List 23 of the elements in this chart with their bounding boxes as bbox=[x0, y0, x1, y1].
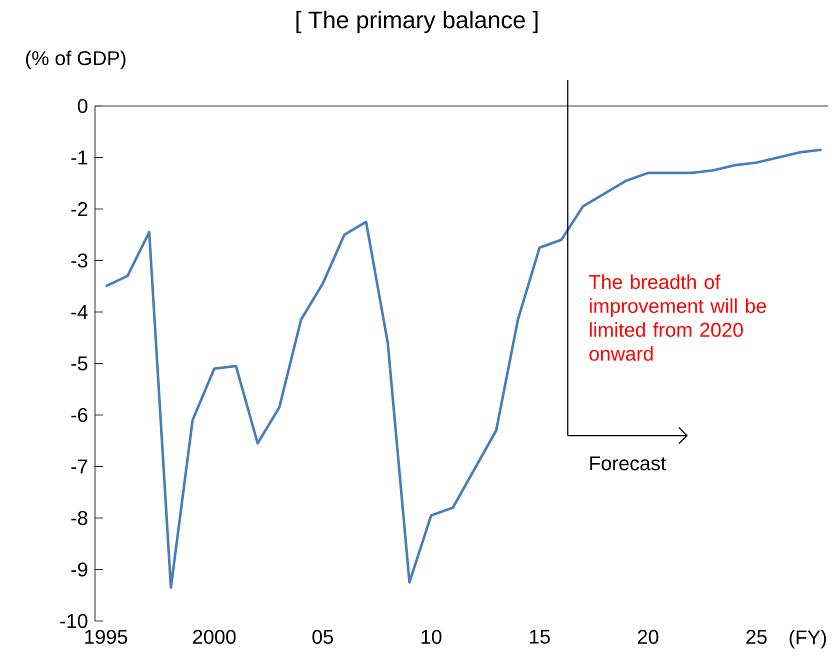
x-tick-label: 10 bbox=[422, 630, 442, 644]
y-tick-label: -1 bbox=[71, 150, 88, 164]
y-tick-label: -5 bbox=[71, 356, 88, 370]
y-tick-label: -7 bbox=[71, 460, 88, 474]
legend-label: Forecast bbox=[590, 456, 666, 470]
x-tick-label: 05 bbox=[312, 630, 333, 644]
annotation: The breadth of improvement will be limited from 2020 onward bbox=[589, 274, 766, 361]
y-tick-label: -9 bbox=[71, 562, 88, 577]
chart-title: [ The primary balance ] bbox=[296, 10, 538, 34]
y-tick-label: -3 bbox=[71, 253, 88, 268]
y-tick-label: -8 bbox=[71, 510, 88, 526]
x-tick-label: 20 bbox=[638, 630, 658, 644]
x-tick-label: 1995 bbox=[85, 630, 128, 644]
y-tick-label: -6 bbox=[71, 408, 88, 422]
x-axis-title: (FY) bbox=[790, 630, 826, 648]
y-tick-label: -10 bbox=[60, 614, 88, 628]
y-axis-title: (% of GDP) bbox=[26, 50, 126, 70]
x-tick-label: 25 bbox=[746, 630, 767, 644]
x-tick-label: 2000 bbox=[193, 630, 236, 644]
y-tick-label: 0 bbox=[78, 98, 88, 114]
y-tick-label: -2 bbox=[71, 202, 88, 216]
y-tick-label: -4 bbox=[71, 305, 88, 319]
x-tick-label: 15 bbox=[530, 630, 550, 644]
